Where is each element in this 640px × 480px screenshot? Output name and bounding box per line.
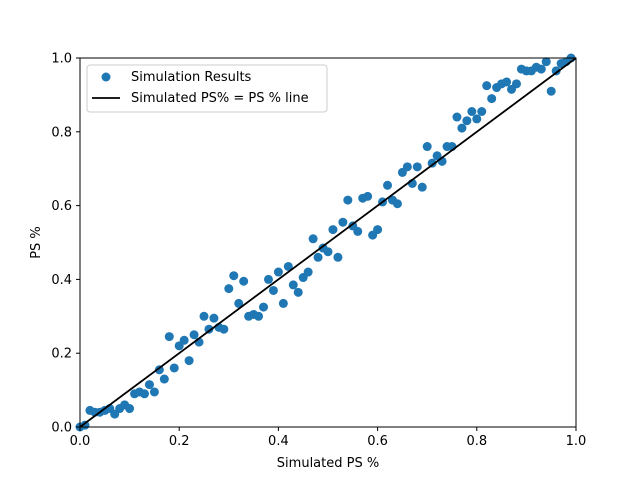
data-point-58 [363,191,373,201]
data-point-14 [144,380,154,390]
legend-entry-reference-line: Simulated PS% = PS % line [131,91,309,106]
plot-frame [79,57,577,428]
x-axis-label: Simulated PS % [277,456,379,471]
data-point-16 [154,365,164,375]
data-point-70 [422,142,432,152]
data-point-78 [462,116,472,126]
data-point-39 [268,285,278,295]
data-point-96 [551,66,561,76]
data-point-37 [259,302,269,312]
reference-line [79,57,577,428]
data-point-15 [149,387,159,397]
legend: Simulation Results Simulated PS% = PS % … [86,64,328,113]
data-point-18 [164,332,174,342]
data-point-88 [511,79,521,89]
data-point-66 [402,162,412,172]
y-tick-label: 0.0 [51,421,72,436]
data-point-46 [303,267,313,277]
data-point-19 [169,363,179,373]
data-point-40 [273,267,283,277]
data-point-60 [373,225,383,235]
data-point-94 [541,57,551,67]
data-point-53 [338,217,348,227]
y-axis-label: PS % [29,226,44,259]
data-point-23 [189,330,199,340]
data-point-17 [159,374,169,384]
data-point-52 [333,252,343,262]
data-point-44 [293,287,303,297]
data-point-26 [204,324,214,334]
x-tick-label: 0.4 [268,434,289,449]
data-point-79 [467,107,477,117]
legend-marker-points [101,72,111,82]
points-layer [75,53,576,432]
data-point-80 [472,114,482,124]
data-point-25 [199,311,209,321]
x-tick-label: 1.0 [566,434,587,449]
y-tick-label: 0.4 [51,273,72,288]
data-point-62 [383,180,393,190]
data-point-69 [417,182,427,192]
y-tick-label: 0.6 [51,199,72,214]
data-point-48 [313,252,323,262]
legend-box [86,64,328,113]
x-tick-label: 0.8 [466,434,487,449]
data-point-43 [288,280,298,290]
data-point-10 [125,404,135,414]
data-point-86 [502,77,512,87]
x-axis-ticks: 0.0 0.2 0.4 0.6 0.8 1.0 [70,427,587,449]
data-point-51 [328,225,338,235]
x-tick-label: 0.6 [367,434,388,449]
data-point-82 [482,81,492,91]
data-point-81 [477,107,487,117]
y-tick-label: 0.2 [51,347,72,362]
y-axis-ticks: 0.0 0.2 0.4 0.6 0.8 1.0 [51,52,80,436]
data-point-42 [283,261,293,271]
data-point-54 [343,195,353,205]
data-point-22 [184,356,194,366]
data-point-76 [452,112,462,122]
data-point-83 [487,94,497,104]
data-point-32 [234,298,244,308]
data-point-21 [179,335,189,345]
data-point-30 [224,284,234,294]
data-point-47 [308,234,318,244]
data-point-27 [209,313,219,323]
data-point-71 [427,158,437,168]
legend-entry-simulation-results: Simulation Results [131,70,252,85]
data-point-68 [412,162,422,172]
data-point-38 [263,274,273,284]
data-point-33 [239,276,249,286]
x-tick-label: 0.0 [70,434,91,449]
data-point-95 [546,86,556,96]
data-point-56 [353,226,363,236]
data-point-50 [323,247,333,257]
data-point-77 [457,123,467,133]
y-tick-label: 1.0 [51,52,72,67]
x-tick-label: 0.2 [169,434,190,449]
line-layer [79,57,577,428]
data-point-36 [254,311,264,321]
data-point-13 [139,389,149,399]
data-point-41 [278,298,288,308]
data-point-93 [536,64,546,74]
data-point-31 [229,271,239,281]
data-point-29 [219,324,229,334]
y-tick-label: 0.8 [51,125,72,140]
data-point-64 [392,199,402,209]
